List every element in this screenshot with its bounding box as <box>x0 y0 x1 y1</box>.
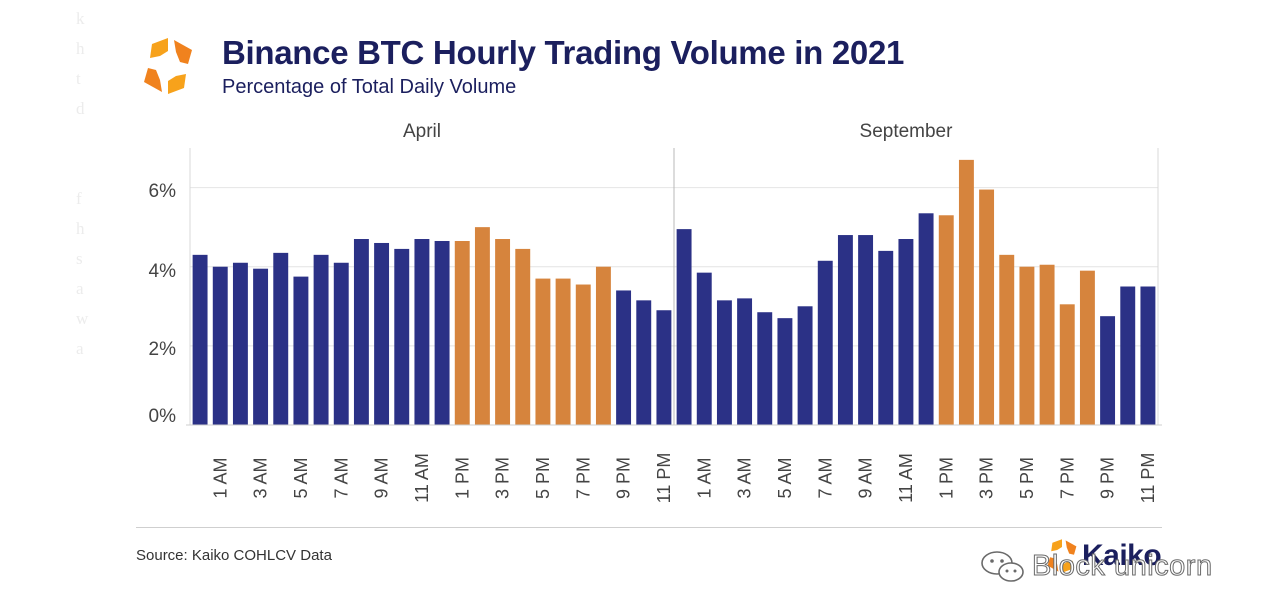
bar-april-0 <box>192 254 208 425</box>
bar-september-5 <box>777 318 793 425</box>
x-tick-label: 5 PM <box>533 457 553 499</box>
x-tick-label: 1 AM <box>694 457 714 498</box>
footer-divider <box>136 527 1162 528</box>
kaiko-logo-icon <box>1047 539 1077 573</box>
bar-april-18 <box>555 278 571 425</box>
bar-september-23 <box>1140 286 1156 425</box>
bar-september-3 <box>737 298 753 425</box>
x-tick-label: 9 AM <box>856 457 876 498</box>
x-tick-label: 1 AM <box>210 457 230 498</box>
bg-fragment: t <box>76 69 81 88</box>
y-tick-label: 6% <box>149 181 177 202</box>
bar-april-11 <box>414 239 430 425</box>
bg-fragment: f <box>76 189 82 208</box>
x-tick-label: 3 PM <box>977 457 997 499</box>
x-tick-label: 7 PM <box>1057 457 1077 499</box>
bg-fragment: s <box>76 249 83 268</box>
bg-fragment: k <box>76 9 85 28</box>
background-text-fragments: k h t d f h s a w a <box>76 4 96 364</box>
bar-april-3 <box>253 268 269 425</box>
bar-april-16 <box>515 248 531 425</box>
bar-september-16 <box>999 254 1015 425</box>
bar-april-9 <box>374 242 390 425</box>
wechat-icon <box>981 551 1024 582</box>
kaiko-logo-icon <box>144 38 192 94</box>
bg-fragment: w <box>76 309 89 328</box>
bar-september-18 <box>1039 264 1055 425</box>
bg-fragment: h <box>76 219 85 238</box>
bar-september-4 <box>757 312 773 425</box>
x-tick-label: 9 PM <box>614 457 634 499</box>
x-tick-label: 11 AM <box>412 453 432 503</box>
bar-september-13 <box>938 215 954 425</box>
chart-title: Binance BTC Hourly Trading Volume in 202… <box>222 34 905 71</box>
bar-september-8 <box>837 235 853 425</box>
bar-september-21 <box>1100 316 1116 425</box>
x-tick-label: 11 PM <box>654 453 674 504</box>
bar-april-14 <box>474 227 490 425</box>
bar-april-2 <box>232 262 248 425</box>
bar-april-21 <box>616 290 632 425</box>
x-tick-label: 3 AM <box>251 457 271 498</box>
bar-september-9 <box>858 235 874 425</box>
bar-september-7 <box>817 260 833 425</box>
x-tick-label: 7 PM <box>573 457 593 499</box>
chart-subtitle: Percentage of Total Daily Volume <box>222 76 517 98</box>
x-tick-label: 7 AM <box>331 457 351 498</box>
brand-name: Kaiko <box>1082 539 1162 572</box>
bar-september-20 <box>1079 270 1095 425</box>
bar-september-14 <box>958 159 974 425</box>
panel-label: September <box>860 121 954 142</box>
x-tick-label: 5 AM <box>291 457 311 498</box>
bar-april-15 <box>495 239 511 425</box>
x-tick-label: 3 AM <box>735 457 755 498</box>
bar-september-1 <box>696 272 712 425</box>
bar-september-17 <box>1019 266 1035 425</box>
x-tick-label: 5 AM <box>775 457 795 498</box>
x-tick-label: 3 PM <box>493 457 513 499</box>
bar-september-0 <box>676 229 692 425</box>
bar-september-19 <box>1059 304 1075 425</box>
x-tick-label: 1 PM <box>452 457 472 499</box>
bar-april-10 <box>394 248 410 425</box>
bar-april-17 <box>535 278 551 425</box>
x-tick-label: 1 PM <box>936 457 956 499</box>
bg-fragment: d <box>76 99 85 118</box>
bar-september-2 <box>716 300 732 425</box>
bg-fragment: a <box>76 339 84 358</box>
bar-september-11 <box>898 239 914 425</box>
x-tick-label: 11 AM <box>896 453 916 503</box>
source-note: Source: Kaiko COHLCV Data <box>136 547 332 564</box>
bar-april-1 <box>212 266 228 425</box>
bar-september-12 <box>918 213 934 425</box>
bar-september-10 <box>878 250 894 425</box>
bar-april-6 <box>313 254 329 425</box>
bar-april-20 <box>595 266 611 425</box>
bar-september-15 <box>979 189 995 425</box>
bg-fragment: h <box>76 39 85 58</box>
bar-april-19 <box>575 284 591 425</box>
bar-april-22 <box>636 300 652 425</box>
bar-april-12 <box>434 240 450 425</box>
bar-april-4 <box>273 252 289 425</box>
y-tick-label: 0% <box>149 406 177 427</box>
x-tick-label: 9 PM <box>1098 457 1118 499</box>
bar-chart: 0% 2% 4% 6% April 1 AM 3 AM 5 AM 7 AM 9 AM 11 AM 1 … <box>149 121 1162 504</box>
x-tick-label: 11 PM <box>1138 453 1158 504</box>
bar-april-23 <box>656 310 672 425</box>
bg-fragment: a <box>76 279 84 298</box>
x-tick-label: 7 AM <box>815 457 835 498</box>
bar-april-8 <box>353 239 369 425</box>
bar-april-5 <box>293 276 309 425</box>
y-tick-label: 4% <box>149 261 177 282</box>
panel-label: April <box>403 121 441 142</box>
watermark-text: Block unicorn <box>1032 550 1213 583</box>
y-tick-label: 2% <box>149 339 177 360</box>
x-tick-label: 9 AM <box>372 457 392 498</box>
x-tick-label: 5 PM <box>1017 457 1037 499</box>
bar-april-13 <box>454 240 470 425</box>
bar-september-6 <box>797 306 813 425</box>
bar-september-22 <box>1120 286 1136 425</box>
bar-april-7 <box>333 262 349 425</box>
